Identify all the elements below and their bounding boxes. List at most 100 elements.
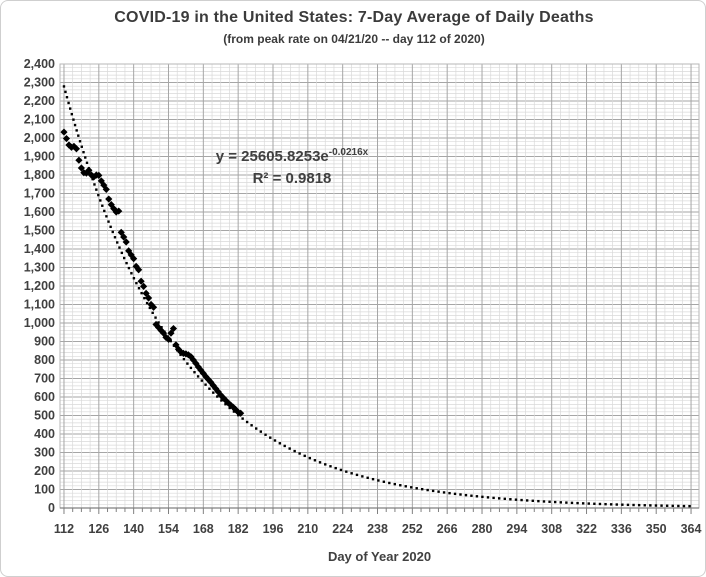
trendline-dot [157, 321, 160, 324]
trendline-dot [448, 491, 451, 495]
trendline-dot [308, 456, 312, 460]
trendline-dot [393, 482, 396, 486]
trendline-dot [486, 496, 490, 499]
trendline-dot [132, 277, 136, 280]
trendline-dot [426, 488, 429, 492]
trendline-dot [84, 156, 87, 159]
y-tick-label: 1,300 [24, 261, 55, 275]
y-tick-label: 100 [34, 483, 55, 497]
data-point-diamond [172, 341, 180, 349]
y-tick-label: 500 [34, 409, 55, 423]
trendline-dot [415, 487, 418, 490]
x-tick-label: 182 [228, 522, 249, 536]
x-tick-label: 196 [263, 522, 284, 536]
x-tick-label: 350 [646, 522, 667, 536]
data-point-diamond [135, 266, 143, 274]
r-squared-label: R² = 0.9818 [252, 170, 332, 187]
trendline-dot [137, 287, 141, 290]
data-point-diamond [102, 185, 110, 194]
trendline-dot [186, 362, 189, 365]
trendline-dot [366, 476, 369, 479]
trendline-dot [298, 452, 301, 455]
equation-base-text: y = 25605.8253e [215, 148, 329, 165]
trendline-dot [62, 85, 66, 88]
data-point-diamond [105, 195, 113, 203]
trendline-dot [587, 502, 590, 505]
trendline-dot [105, 215, 108, 218]
trendline-dot [464, 493, 468, 497]
trendline-dot [116, 241, 119, 244]
trendline-dot [77, 134, 80, 137]
trendline-dot [97, 193, 100, 197]
data-point-diamond [137, 277, 145, 285]
data-point-diamond [130, 255, 138, 263]
trendline-dot [371, 477, 375, 481]
trendline-dot [570, 501, 574, 505]
trendline-dot [382, 480, 386, 483]
trendline-dot [69, 107, 72, 110]
trendline-dot [520, 498, 523, 502]
data-point-diamond [229, 403, 237, 411]
trendline-dot [250, 424, 253, 427]
trendline-dot [649, 504, 652, 507]
trendline-dot [111, 230, 114, 234]
trendline-dot [470, 494, 473, 497]
trendline-dot [548, 500, 551, 503]
trendline-dot [621, 503, 624, 506]
x-tick-label: 280 [472, 522, 493, 536]
trendline-dot [377, 479, 380, 482]
trendline-dot [75, 129, 78, 132]
data-point-diamond [62, 134, 71, 143]
trendline-dot [154, 316, 157, 319]
trendline-dot [200, 379, 204, 382]
data-point-diamond [142, 289, 150, 297]
trendline-dot [553, 500, 557, 504]
trendline-dot [339, 468, 343, 472]
data-point-diamond [212, 385, 220, 393]
trendline-dot [431, 489, 435, 493]
trendline-dot [303, 454, 306, 458]
data-point-diamond [157, 326, 165, 334]
trendline-dot [169, 339, 172, 343]
trendline-dot [101, 204, 104, 207]
x-axis-title: Day of Year 2020 [327, 549, 432, 564]
data-point-diamond [202, 373, 210, 381]
equation-exponent-text: -0.0216x [328, 147, 369, 158]
y-tick-label: 1,200 [24, 279, 55, 293]
trendline-dot [688, 504, 691, 508]
trendline-dot [665, 504, 669, 507]
trendline-dot [99, 199, 102, 202]
trendline-dot [626, 503, 630, 507]
trendline-dot [404, 485, 407, 488]
y-tick-label: 400 [34, 427, 55, 441]
trendline-dot [264, 433, 267, 436]
trendline-dot [224, 403, 227, 406]
x-tick-label: 112 [54, 522, 74, 536]
trendline-dot [70, 112, 74, 116]
trendline-dot [542, 500, 546, 503]
trendline-dot [514, 498, 518, 501]
trendline-dot [107, 220, 110, 223]
y-tick-label: 200 [34, 464, 55, 478]
trendline-dot [78, 140, 82, 143]
data-point-diamond [110, 205, 118, 213]
trendline-dot [329, 465, 332, 468]
y-tick-label: 1,800 [24, 168, 55, 182]
data-point-diamond [60, 128, 68, 136]
trendline-dot [193, 371, 196, 374]
data-point-diamond [72, 145, 81, 153]
data-point-diamond [144, 294, 153, 302]
data-point-diamond [217, 391, 225, 399]
trendline-dot [228, 406, 231, 410]
trendline-dot [278, 442, 282, 445]
trendline-dot [492, 496, 495, 500]
trendline-dot [399, 484, 402, 487]
trendline-dot [525, 499, 529, 502]
trendline-dot [103, 209, 106, 213]
trendline-dot [245, 420, 249, 424]
x-tick-label: 336 [611, 522, 632, 536]
trendline-dot [118, 246, 121, 249]
x-tick-label: 210 [297, 522, 318, 536]
y-tick-label: 900 [34, 335, 55, 349]
